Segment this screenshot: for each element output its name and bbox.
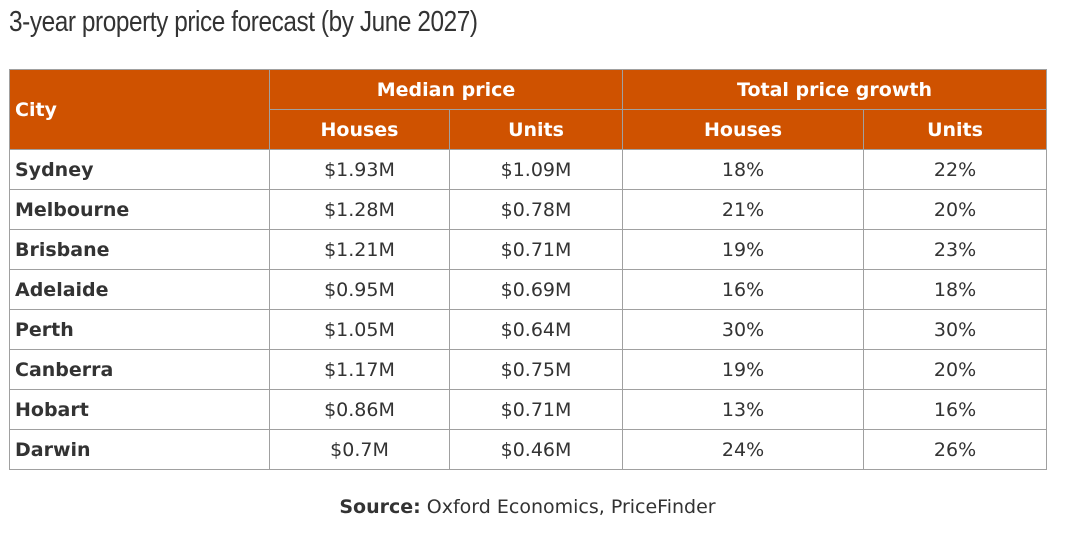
median-houses-cell: $0.95M (269, 269, 450, 310)
city-cell: Perth (9, 309, 270, 350)
growth-units-cell: 16% (863, 389, 1048, 430)
forecast-table: City Median price Total price growth Hou… (9, 69, 1048, 470)
growth-houses-cell: 19% (622, 349, 865, 390)
median-houses-header: Houses (269, 109, 450, 150)
growth-units-header: Units (863, 109, 1048, 150)
median-houses-cell: $1.93M (269, 149, 450, 190)
table-row: Canberra $1.17M $0.75M 19% 20% (9, 349, 1048, 390)
growth-houses-cell: 16% (622, 269, 865, 310)
median-units-cell: $0.71M (448, 229, 624, 270)
growth-units-cell: 22% (863, 149, 1048, 190)
growth-houses-cell: 13% (622, 389, 865, 430)
median-price-group-header: Median price (268, 69, 624, 110)
city-cell: Darwin (9, 429, 270, 470)
growth-houses-cell: 18% (622, 149, 865, 190)
table-header: City Median price Total price growth Hou… (9, 69, 1048, 150)
median-houses-cell: $1.05M (269, 309, 450, 350)
growth-houses-cell: 21% (622, 189, 865, 230)
median-units-cell: $0.71M (448, 389, 624, 430)
median-units-cell: $0.78M (448, 189, 624, 230)
table-body: Sydney $1.93M $1.09M 18% 22% Melbourne $… (9, 149, 1048, 470)
table-row: Perth $1.05M $0.64M 30% 30% (9, 309, 1048, 350)
source-text: Oxford Economics, PriceFinder (420, 496, 716, 518)
table-row: Adelaide $0.95M $0.69M 16% 18% (9, 269, 1048, 310)
median-units-cell: $0.69M (448, 269, 624, 310)
source-note: Source: Oxford Economics, PriceFinder (0, 496, 1055, 518)
header-row-groups: City Median price Total price growth (9, 69, 1048, 150)
source-label: Source: (339, 496, 421, 518)
median-houses-cell: $0.86M (269, 389, 450, 430)
median-houses-cell: $1.28M (269, 189, 450, 230)
city-cell: Brisbane (9, 229, 270, 270)
growth-houses-cell: 30% (622, 309, 865, 350)
city-cell: Adelaide (9, 269, 270, 310)
median-houses-cell: $1.17M (269, 349, 450, 390)
growth-units-cell: 20% (863, 349, 1048, 390)
growth-units-cell: 18% (863, 269, 1048, 310)
table-row: Brisbane $1.21M $0.71M 19% 23% (9, 229, 1048, 270)
table-row: Hobart $0.86M $0.71M 13% 16% (9, 389, 1048, 430)
median-units-cell: $0.75M (448, 349, 624, 390)
growth-units-cell: 23% (863, 229, 1048, 270)
header-row-sub: Houses Units Houses Units (10, 109, 1048, 150)
growth-units-cell: 20% (863, 189, 1048, 230)
table-row: Darwin $0.7M $0.46M 24% 26% (9, 429, 1048, 470)
table-row: Melbourne $1.28M $0.78M 21% 20% (9, 189, 1048, 230)
median-houses-cell: $0.7M (269, 429, 450, 470)
total-growth-group-header: Total price growth (622, 69, 1048, 110)
median-units-cell: $0.64M (448, 309, 624, 350)
city-cell: Sydney (9, 149, 270, 190)
growth-units-cell: 26% (863, 429, 1048, 470)
page-title: 3-year property price forecast (by June … (9, 6, 478, 38)
city-cell: Melbourne (9, 189, 270, 230)
growth-units-cell: 30% (863, 309, 1048, 350)
growth-houses-header: Houses (622, 109, 865, 150)
city-cell: Canberra (9, 349, 270, 390)
median-houses-cell: $1.21M (269, 229, 450, 270)
growth-houses-cell: 24% (622, 429, 865, 470)
table-row: Sydney $1.93M $1.09M 18% 22% (9, 149, 1048, 190)
median-units-cell: $1.09M (448, 149, 624, 190)
median-units-header: Units (448, 109, 624, 150)
city-cell: Hobart (9, 389, 270, 430)
median-units-cell: $0.46M (448, 429, 624, 470)
growth-houses-cell: 19% (622, 229, 865, 270)
city-column-header: City (9, 69, 270, 150)
